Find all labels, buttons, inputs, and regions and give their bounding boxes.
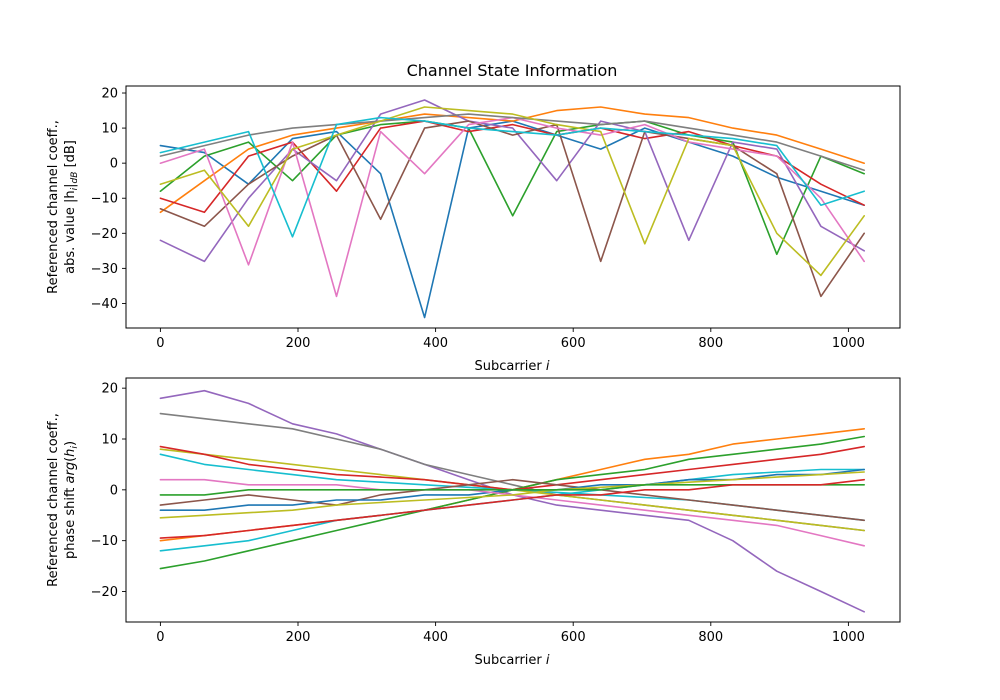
phase-x-tick-label: 1000 [832, 630, 865, 645]
magnitude-series-line-10 [159, 116, 866, 238]
magnitude-series-line-9 [159, 106, 866, 277]
magnitude-x-axis-label: Subcarrier i [474, 359, 549, 374]
magnitude-ticks: 0 200 400 600 800 1000 −40 −30 −20 −10 0 10 20 [91, 87, 865, 351]
magnitude-x-tick-label: 800 [698, 336, 723, 351]
magnitude-x-tick-label: 1000 [832, 336, 865, 351]
magnitude-y-tick-label: −40 [91, 297, 118, 312]
magnitude-x-tick-label: 400 [423, 336, 448, 351]
magnitude-series-line-6 [159, 120, 866, 298]
phase-series-group [159, 389, 866, 613]
chart-title: Channel State Information [407, 61, 618, 80]
phase-y-axis-label-line1: Referenced channel coeff., [46, 413, 61, 587]
phase-y-tick-label: 0 [110, 483, 118, 498]
phase-series-line-9 [159, 478, 866, 522]
magnitude-axes-frame [125, 85, 901, 329]
magnitude-y-axis-label-line1: Referenced channel coeff., [46, 120, 61, 294]
magnitude-series-line-2 [159, 106, 866, 214]
phase-y-tick-label: 10 [101, 433, 118, 448]
phase-subplot: 0 200 400 600 800 1000 −20 −10 0 10 20 Subcarrier … [46, 377, 901, 668]
magnitude-y-tick-label: −30 [91, 262, 118, 277]
magnitude-series-line-3 [159, 120, 866, 256]
phase-y-tick-label: −10 [91, 534, 118, 549]
magnitude-x-tick-label: 200 [286, 336, 311, 351]
magnitude-y-tick-label: −10 [91, 192, 118, 207]
phase-x-tick-label: 0 [156, 630, 164, 645]
magnitude-series-group [159, 99, 866, 319]
phase-x-tick-label: 800 [698, 630, 723, 645]
phase-axes-frame [125, 377, 901, 623]
magnitude-y-tick-label: −20 [91, 227, 118, 242]
magnitude-y-tick-label: 0 [110, 157, 118, 172]
magnitude-x-tick-label: 600 [561, 336, 586, 351]
phase-x-axis-label: Subcarrier i [474, 653, 549, 668]
magnitude-subplot: Channel State Information 0 200 400 600 800 1… [46, 61, 901, 374]
magnitude-series-line-8 [159, 113, 866, 171]
magnitude-series-line-4 [159, 120, 866, 214]
phase-y-tick-label: 20 [101, 382, 118, 397]
magnitude-y-tick-label: 10 [101, 122, 118, 137]
phase-ticks: 0 200 400 600 800 1000 −20 −10 0 10 20 [91, 382, 865, 645]
phase-x-tick-label: 200 [286, 630, 311, 645]
phase-x-tick-label: 600 [561, 630, 586, 645]
phase-y-tick-label: −20 [91, 585, 118, 600]
magnitude-y-tick-label: 20 [101, 87, 118, 102]
phase-series-line-12 [159, 471, 866, 519]
phase-y-axis-label-line2: phase shift arg(hi) [63, 441, 80, 559]
magnitude-y-axis-label-line2: abs. value |hi|dB [dB] [63, 140, 80, 274]
magnitude-x-tick-label: 0 [156, 336, 164, 351]
phase-series-line-14 [159, 478, 866, 539]
phase-x-tick-label: 400 [423, 630, 448, 645]
